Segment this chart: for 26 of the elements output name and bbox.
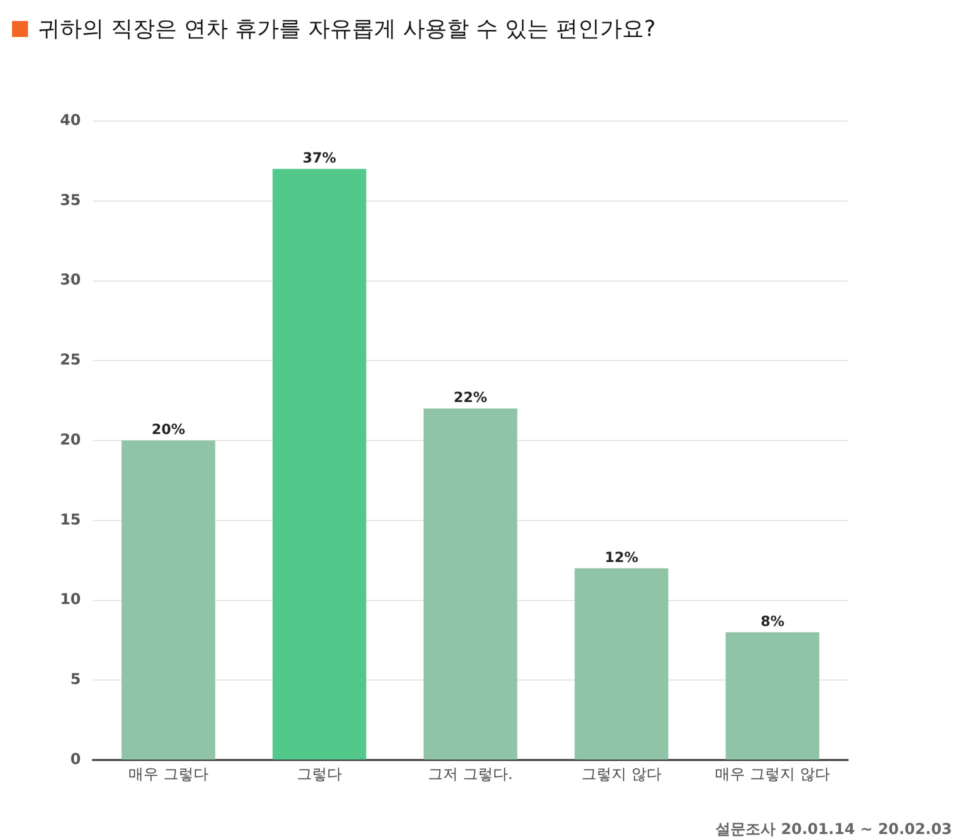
data-label: 12% <box>604 550 638 566</box>
data-label: 20% <box>152 422 186 438</box>
data-label: 22% <box>454 390 488 406</box>
y-tick-label: 0 <box>70 750 81 768</box>
y-tick-label: 15 <box>60 510 81 528</box>
x-tick-label: 매우 그렇다 <box>128 764 208 783</box>
y-tick-label: 25 <box>60 350 81 369</box>
y-tick-label: 30 <box>60 270 81 289</box>
x-tick-label: 그렇지 않다 <box>582 764 662 783</box>
text: 설문조사 20.01.14 ~ 20.02.03 <box>714 820 953 839</box>
y-tick-label: 5 <box>70 670 81 688</box>
x-tick-label: 그저 그렇다. <box>428 764 513 783</box>
data-label: 37% <box>302 150 336 167</box>
x-tick-label: 매우 그렇지 않다 <box>715 764 830 783</box>
y-tick-label: 40 <box>60 110 81 129</box>
y-tick-label: 10 <box>60 590 81 608</box>
bar <box>272 168 366 760</box>
bar <box>574 568 668 760</box>
y-tick-label: 20 <box>60 430 81 448</box>
bar <box>726 632 820 760</box>
y-tick-label: 35 <box>60 190 81 209</box>
bar <box>122 440 216 760</box>
chart-title: 귀하의 직장은 연차 휴가를 자유롭게 사용할 수 있는 편인가요? <box>38 16 656 44</box>
data-label: 8% <box>760 614 784 630</box>
bar <box>424 408 518 760</box>
x-tick-label: 그렇다 <box>296 764 342 783</box>
